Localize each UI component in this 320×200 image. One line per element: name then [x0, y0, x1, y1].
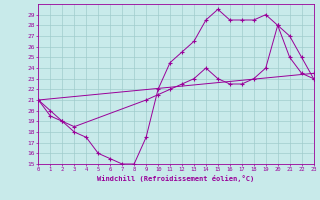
- X-axis label: Windchill (Refroidissement éolien,°C): Windchill (Refroidissement éolien,°C): [97, 175, 255, 182]
